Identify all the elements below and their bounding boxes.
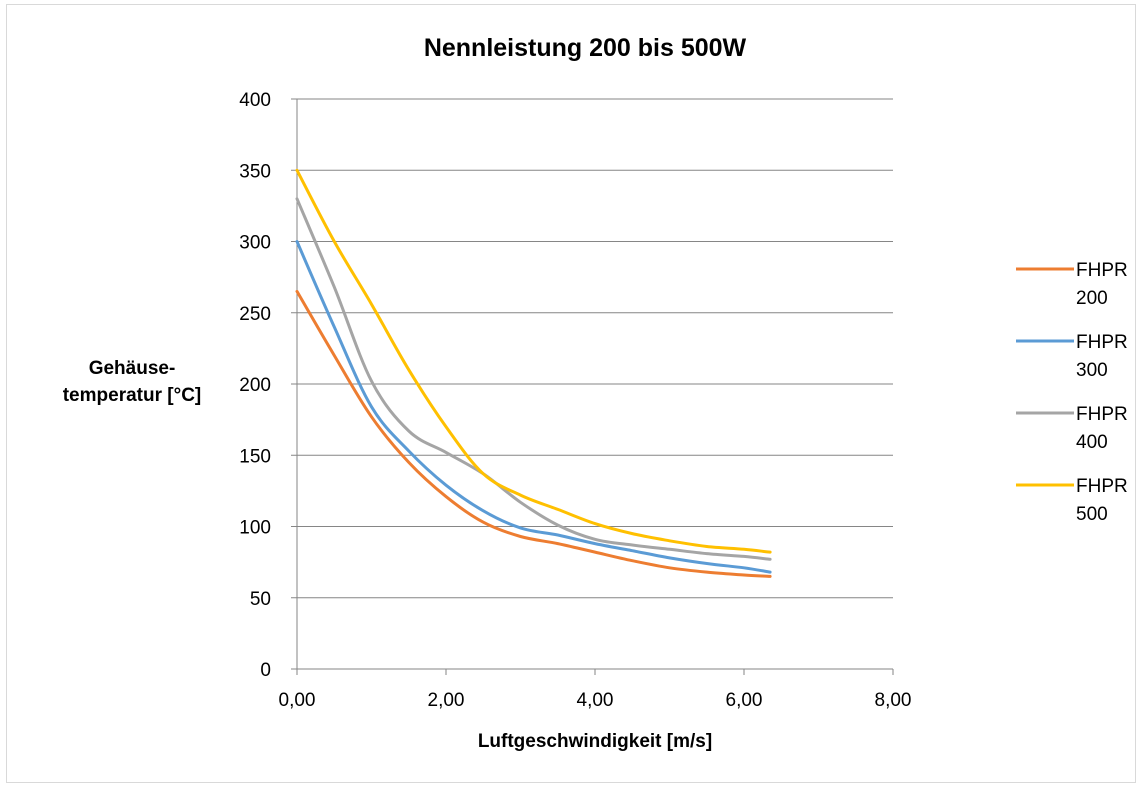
y-tick-label: 100: [239, 518, 271, 539]
y-tick-label: 50: [250, 589, 271, 610]
x-tick-label: 4,00: [577, 690, 614, 711]
x-tick-label: 8,00: [875, 690, 912, 711]
x-axis-title: Luftgeschwindigkeit [m/s]: [478, 731, 712, 752]
chart-title: Nennleistung 200 bis 500W: [424, 34, 747, 62]
y-tick-label: 300: [239, 233, 271, 254]
x-tick-label: 2,00: [428, 690, 465, 711]
y-tick-label: 350: [239, 161, 271, 182]
legend-label-line1: FHPR: [1076, 332, 1128, 353]
axes: 0 50 100 150 200 250 300 350 400 0,00 2,00 4,00 6,00…: [239, 90, 911, 711]
legend: FHPR 200 FHPR 300 FHPR 400 FHPR 500: [1016, 260, 1128, 525]
series-line-fhpr-200: [295, 289, 772, 578]
x-tick-label: 0,00: [279, 690, 316, 711]
y-tick-label: 150: [239, 446, 271, 467]
legend-label-line1: FHPR: [1076, 404, 1128, 425]
y-axis-title-line1: Gehäuse-: [89, 358, 176, 379]
y-axis-title-line2: temperatur [°C]: [63, 385, 202, 406]
legend-label-line2: 200: [1076, 288, 1108, 309]
legend-label-line2: 500: [1076, 504, 1108, 525]
legend-label-line1: FHPR: [1076, 260, 1128, 281]
series-lines: [295, 168, 772, 578]
series-line-fhpr-500: [295, 168, 772, 554]
grid: [297, 98, 893, 599]
y-tick-label: 400: [239, 90, 271, 111]
chart-frame: [6, 4, 1136, 783]
legend-label-line2: 300: [1076, 360, 1108, 381]
y-tick-label: 200: [239, 375, 271, 396]
legend-label-line1: FHPR: [1076, 476, 1128, 497]
series-line-fhpr-400: [295, 197, 772, 561]
y-tick-label: 250: [239, 304, 271, 325]
x-tick-label: 6,00: [726, 690, 763, 711]
y-tick-label: 0: [260, 660, 271, 681]
series-line-fhpr-300: [295, 240, 772, 574]
legend-label-line2: 400: [1076, 432, 1108, 453]
